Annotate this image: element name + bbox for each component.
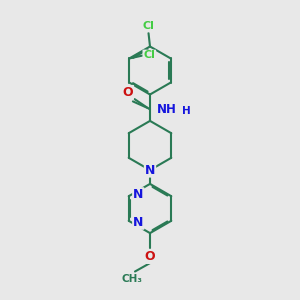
Text: N: N [133,188,143,201]
Text: H: H [182,106,190,116]
Text: O: O [122,86,133,99]
Text: N: N [145,164,155,177]
Text: N: N [133,216,143,229]
Text: Cl: Cl [142,21,154,32]
Text: NH: NH [157,103,176,116]
Text: Cl: Cl [143,50,155,61]
Text: O: O [145,250,155,263]
Text: CH₃: CH₃ [122,274,142,284]
